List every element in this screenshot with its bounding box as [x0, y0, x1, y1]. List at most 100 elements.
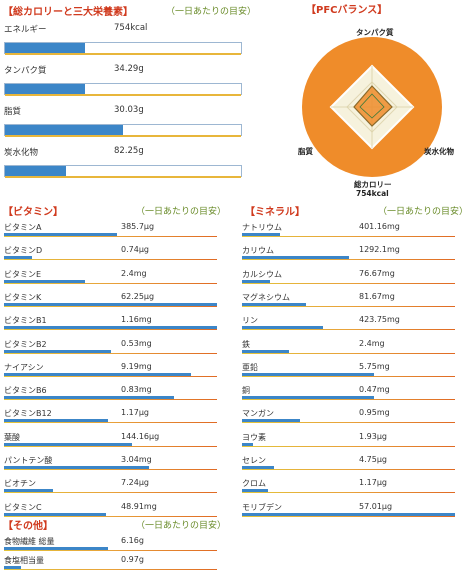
vitamins-bar-fill [4, 489, 53, 493]
vitamins-label: ビタミンB2 [4, 339, 47, 349]
vitamins-bar-fill [4, 256, 32, 260]
vitamins-target-line [4, 305, 217, 307]
vitamins-row: ビタミンB2 0.53mg [4, 337, 217, 355]
minerals-bar-fill [242, 256, 349, 260]
minerals-target-line [242, 329, 455, 331]
minerals-bar-fill [242, 326, 323, 330]
minerals-label: 鉄 [242, 339, 250, 349]
vitamin-section-note: （一日あたりの目安） [136, 207, 227, 217]
nutrient-row: タンパク質 34.29g [4, 63, 242, 103]
minerals-label: マンガン [242, 409, 274, 419]
minerals-target-line [242, 399, 455, 401]
vitamins-value: 0.53mg [121, 338, 152, 348]
minerals-value: 0.95mg [359, 408, 390, 418]
vitamins-row: ビタミンK 62.25μg [4, 290, 217, 308]
minerals-target-line [242, 236, 455, 237]
minerals-target-line [242, 375, 455, 377]
minerals-label: カリウム [242, 246, 274, 256]
vitamins-target-line [4, 259, 217, 261]
nutrient-row: 脂質 30.03g [4, 104, 242, 144]
vitamins-value: 144.16μg [121, 431, 160, 441]
minerals-row: カリウム 1292.1mg [242, 243, 455, 261]
pfc-axis-protein: タンパク質 [356, 27, 394, 37]
minerals-bar-fill [242, 396, 375, 400]
vitamins-target-line [4, 445, 217, 447]
minerals-bar-fill [242, 279, 270, 283]
vitamins-row: ビオチン 7.24μg [4, 476, 217, 494]
minerals-target-line [242, 515, 455, 517]
others-row: 食塩相当量 0.97g [4, 553, 217, 571]
vitamins-bar-fill [4, 233, 117, 236]
minerals-label: 銅 [242, 386, 250, 396]
minerals-label: リン [242, 316, 258, 326]
nutrient-label: タンパク質 [4, 66, 47, 76]
vitamins-label: ビタミンK [4, 292, 42, 302]
vitamins-label: 葉酸 [4, 432, 20, 442]
nutrient-bar [4, 42, 242, 55]
vitamins-label: ビタミンA [4, 223, 42, 232]
vitamin-section-title: 【ビタミン】 [3, 207, 63, 218]
minerals-value: 1292.1mg [359, 245, 400, 255]
other-section-note: （一日あたりの目安） [136, 521, 227, 531]
minerals-bar-fill [242, 466, 274, 469]
vitamins-bar-fill [4, 349, 111, 353]
vitamins-bar-fill [4, 466, 149, 469]
nutrient-target-line [5, 176, 241, 178]
minerals-row: ナトリウム 401.16mg [242, 220, 455, 238]
minerals-value: 81.67mg [359, 291, 395, 301]
minerals-target-line [242, 352, 455, 354]
others-value: 6.16g [121, 536, 144, 545]
minerals-target-line [242, 492, 455, 494]
nutrient-value: 30.03g [114, 105, 144, 115]
nutrient-bar [4, 83, 242, 96]
minerals-bar-fill [242, 302, 306, 306]
vitamins-bar-fill [4, 512, 107, 516]
minerals-bar-fill [242, 512, 455, 516]
minerals-value: 57.01μg [359, 501, 393, 511]
minerals-bar-fill [242, 349, 289, 353]
vitamins-target-line [4, 399, 217, 401]
others-bar-fill [4, 566, 22, 569]
nutrient-bar [4, 124, 242, 137]
others-label: 食物繊維 総量 [4, 537, 55, 546]
vitamins-target-line [4, 515, 217, 517]
vitamins-label: ビタミンB6 [4, 386, 47, 396]
minerals-label: マグネシウム [242, 292, 290, 302]
vitamins-label: ビタミンB1 [4, 316, 47, 326]
minerals-label: セレン [242, 456, 266, 465]
vitamins-label: ビタミンD [4, 246, 43, 256]
vitamins-label: ビタミンC [4, 502, 42, 512]
minerals-value: 1.17μg [359, 478, 387, 488]
mineral-section-note: （一日あたりの目安） [378, 207, 462, 217]
vitamins-target-line [4, 422, 217, 424]
vitamins-row: ビタミンA 385.7μg [4, 220, 217, 238]
vitamins-label: ビタミンE [4, 269, 42, 279]
vitamins-value: 48.91mg [121, 501, 157, 511]
minerals-value: 423.75mg [359, 315, 400, 325]
nutrient-target-line [5, 53, 241, 55]
vitamins-value: 3.04mg [121, 455, 152, 464]
minerals-bar-fill [242, 233, 281, 236]
nutrient-bar-fill [5, 166, 67, 176]
minerals-target-line [242, 469, 455, 470]
minerals-target-line [242, 259, 455, 261]
nutrient-bar-fill [5, 125, 123, 135]
vitamins-bar-fill [4, 419, 109, 423]
minerals-target-line [242, 282, 455, 284]
nutrient-bar [4, 165, 242, 178]
minerals-row: カルシウム 76.67mg [242, 267, 455, 285]
minerals-bar-fill [242, 372, 375, 376]
minerals-label: モリブデン [242, 502, 282, 512]
others-target-line [4, 550, 217, 551]
minerals-label: カルシウム [242, 269, 282, 279]
pfc-value-area [353, 85, 393, 127]
vitamins-target-line [4, 492, 217, 494]
minerals-row: クロム 1.17μg [242, 476, 455, 494]
vitamins-value: 7.24μg [121, 478, 149, 488]
vitamins-label: パントテン酸 [4, 456, 53, 465]
pfc-title: 【PFCバランス】 [306, 3, 387, 16]
nutrient-target-line [5, 94, 241, 96]
vitamins-row: パントテン酸 3.04mg [4, 453, 217, 471]
other-section-title: 【その他】 [3, 521, 53, 532]
nutrient-row: エネルギー 754kcal [4, 22, 242, 62]
